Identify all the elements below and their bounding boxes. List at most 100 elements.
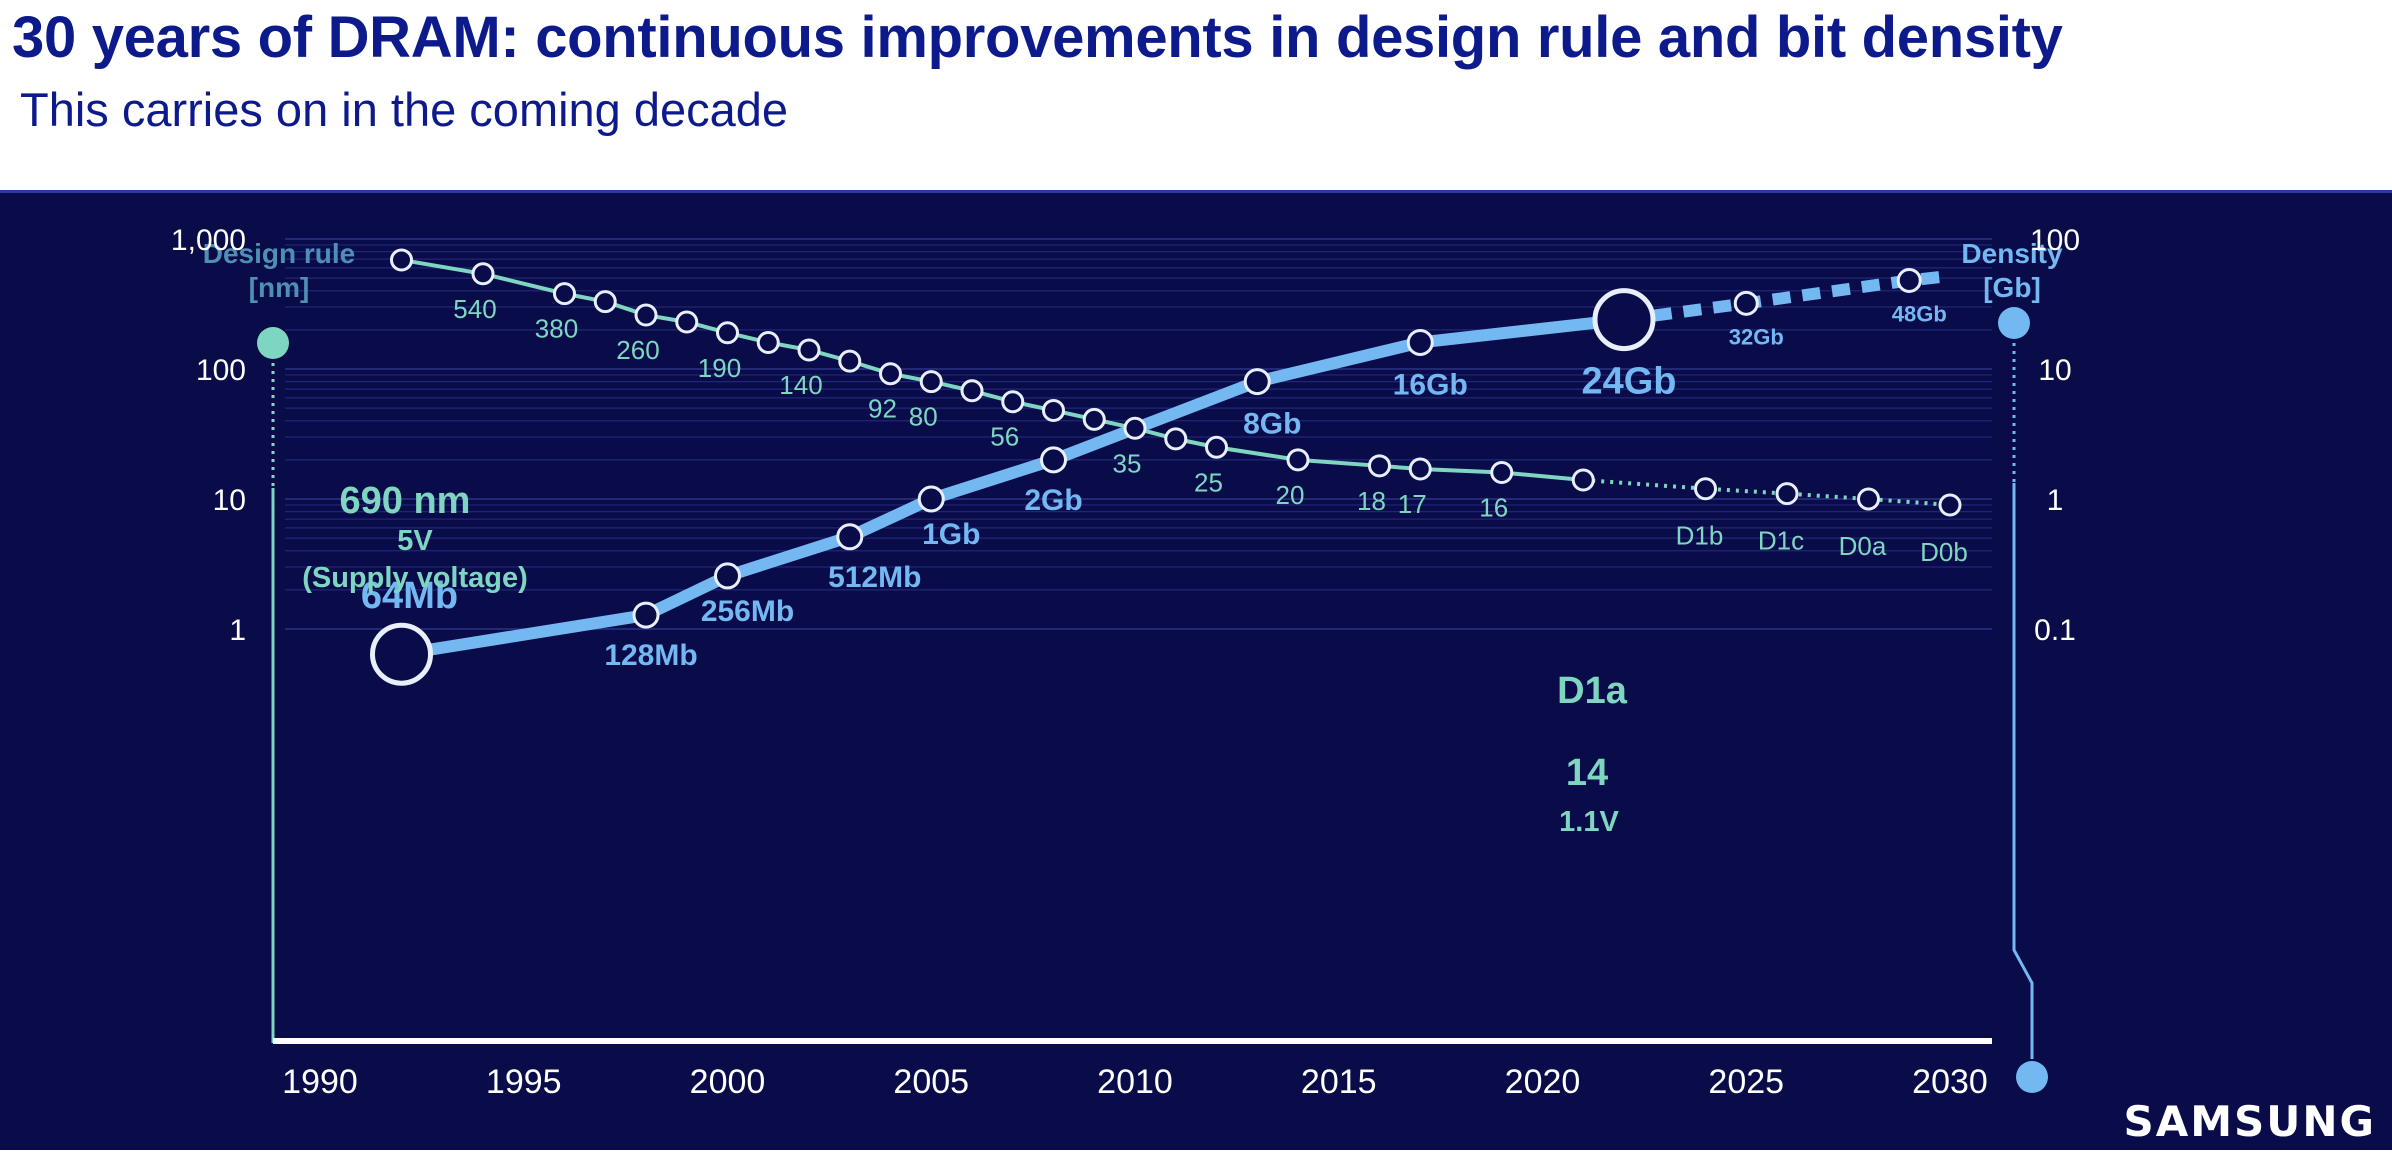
annotation-start-voltage: 5V — [397, 525, 433, 557]
design-rule-data-label: 80 — [909, 402, 938, 432]
design-rule-point — [797, 338, 821, 362]
left-axis-cap-dot — [257, 327, 289, 359]
density-point — [836, 523, 864, 551]
density-projected-label: 32Gb — [1729, 324, 1784, 349]
annotation-current-rule: 14 — [1566, 752, 1608, 794]
annotations: 690 nm 5V (Supply voltage) D1a 14 1.1V — [302, 480, 1628, 838]
density-point — [1040, 446, 1067, 474]
x-tick-label: 2010 — [1097, 1063, 1173, 1101]
design-rule-point — [471, 262, 495, 286]
design-rule-point — [716, 321, 739, 345]
design-rule-point — [593, 290, 617, 314]
design-rule-data-label: 56 — [990, 422, 1019, 452]
right-axis-line — [2012, 483, 2034, 1059]
design-rule-point — [960, 379, 984, 403]
design-rule-data-label: 35 — [1113, 448, 1142, 478]
design-rule-data-label: 16 — [1479, 492, 1508, 522]
design-rule-data-label: 25 — [1194, 467, 1223, 497]
design-rule-projected-point — [1857, 487, 1880, 511]
design-rule-data-label: 17 — [1398, 489, 1427, 519]
annotation-current-node: D1a — [1557, 670, 1628, 712]
density-point — [714, 562, 741, 590]
design-rule-data-label: 140 — [779, 370, 822, 400]
density-point — [632, 601, 660, 629]
annotation-current-voltage: 1.1V — [1559, 806, 1619, 838]
series: 540 380 260 190 140 92 80 56 35 25 20 18 17 16 D1b D1c D… — [361, 248, 1968, 686]
design-rule-point — [1082, 407, 1106, 431]
left-axis-label-line2: [nm] — [249, 272, 310, 303]
density-point — [917, 485, 945, 513]
design-rule-data-label: 92 — [868, 394, 897, 424]
right-tick-label: 1 — [2047, 484, 2064, 517]
page-subtitle: This carries on in the coming decade — [20, 83, 789, 136]
density-data-label: 128Mb — [604, 639, 697, 672]
design-rule-point — [1408, 457, 1432, 481]
axes: Design rule [nm] Density [Gb] — [203, 238, 2063, 1093]
density-point — [370, 622, 433, 686]
x-tick-label: 1990 — [282, 1063, 358, 1101]
chart-panel: Design rule [nm] Density [Gb] 1,000 100 10… — [0, 190, 2392, 1150]
annotation-start-rule: 690 nm — [340, 480, 471, 522]
tick-labels: 1,000 100 10 1 100 10 1 0.1 1990 1995 2000 2005 2010… — [171, 224, 2080, 1101]
density-data-label: 512Mb — [828, 561, 921, 594]
design-rule-point — [1001, 390, 1025, 414]
design-rule-point — [838, 349, 862, 373]
design-rule-point — [1123, 416, 1147, 440]
design-rule-data-label: 20 — [1276, 480, 1305, 510]
x-tick-label: 2015 — [1301, 1063, 1377, 1101]
design-rule-point — [1571, 468, 1595, 492]
right-axis-bottom-dot — [2016, 1061, 2048, 1093]
density-projected-line — [1623, 269, 1951, 326]
x-tick-label: 1995 — [486, 1063, 562, 1101]
design-rule-data-label: 380 — [535, 314, 578, 344]
left-tick-label: 100 — [196, 354, 246, 387]
design-rule-data-label: 260 — [616, 335, 659, 365]
right-axis-label-line2: [Gb] — [1983, 272, 2041, 303]
x-tick-label: 2020 — [1505, 1063, 1581, 1101]
design-rule-point — [1368, 454, 1391, 478]
density-data-label: 1Gb — [922, 518, 980, 551]
design-rule-projected-line — [1583, 478, 1951, 507]
page-title: 30 years of DRAM: continuous improvement… — [12, 5, 2063, 70]
density-projected-point — [1896, 267, 1922, 293]
dram-chart: Design rule [nm] Density [Gb] 1,00010010… — [171, 224, 2080, 1101]
density-data-label: 24Gb — [1581, 361, 1676, 403]
design-rule-projected-label: D1b — [1676, 521, 1724, 551]
density-point — [1243, 368, 1271, 396]
design-rule-point — [1205, 435, 1228, 459]
design-rule-projected-point — [1938, 493, 1962, 517]
design-rule-point — [634, 303, 658, 327]
slide-header: 30 years of DRAM: continuous improvement… — [0, 0, 2392, 190]
design-rule-point — [553, 282, 576, 306]
density-data-label: 256Mb — [701, 595, 794, 628]
design-rule-point — [1042, 398, 1065, 422]
annotation-start-voltage-note: (Supply voltage) — [302, 562, 528, 594]
left-tick-label: 1,000 — [171, 224, 246, 257]
density-projected-point — [1733, 290, 1759, 316]
x-tick-label: 2025 — [1708, 1063, 1784, 1101]
design-rule-point — [1164, 427, 1188, 451]
design-rule-projected-label: D0b — [1920, 537, 1968, 567]
design-rule-point — [919, 370, 943, 394]
density-data-label: 8Gb — [1243, 408, 1301, 441]
density-point — [1592, 288, 1656, 352]
left-tick-label: 10 — [213, 484, 246, 517]
x-tick-label: 2000 — [690, 1063, 766, 1101]
density-data-label: 64Mb — [361, 575, 458, 617]
design-rule-point — [1286, 448, 1310, 472]
design-rule-data-label: 18 — [1357, 486, 1386, 516]
left-axis-label-line1: Design rule — [203, 238, 355, 269]
density-data-label: 2Gb — [1024, 484, 1082, 517]
design-rule-projected-label: D1c — [1758, 526, 1804, 556]
design-rule-point — [756, 330, 780, 354]
x-tick-label: 2030 — [1912, 1063, 1988, 1101]
right-tick-label: 0.1 — [2034, 614, 2076, 647]
design-rule-data-label: 540 — [453, 294, 496, 324]
design-rule-point — [390, 248, 413, 272]
left-tick-label: 1 — [229, 614, 246, 647]
design-rule-data-label: 190 — [698, 353, 741, 383]
right-axis-label-line1: Density — [1961, 238, 2063, 269]
design-rule-point — [879, 362, 902, 386]
density-point — [1406, 328, 1434, 356]
x-tick-label: 2005 — [893, 1063, 969, 1101]
